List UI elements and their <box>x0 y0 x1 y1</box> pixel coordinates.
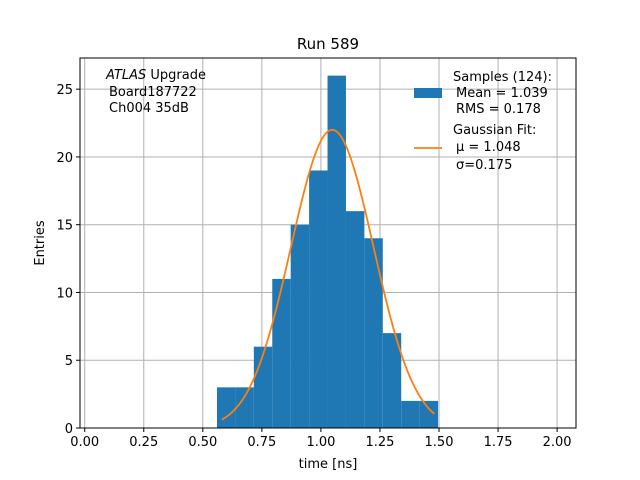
histogram-bar-3 <box>272 278 291 428</box>
annotation-channel: Ch004 35dB <box>109 101 189 116</box>
histogram-bar-9 <box>382 333 402 428</box>
x-axis-label: time [ns] <box>299 457 358 472</box>
x-tick-label-2: 0.50 <box>188 435 217 450</box>
histogram-bar-2 <box>253 346 273 428</box>
histogram-bar-6 <box>327 75 346 428</box>
legend-fit-mu: μ = 1.048 <box>456 140 521 155</box>
y-tick-label-2: 10 <box>56 286 73 301</box>
annotation-board: Board187722 <box>109 85 197 100</box>
legend-samples-rms: RMS = 0.178 <box>456 102 541 117</box>
histogram-bar-0 <box>216 387 236 428</box>
plot-frame <box>79 57 577 429</box>
annotation-line-1: ATLAS Upgrade <box>105 68 206 83</box>
legend-samples-swatch <box>414 88 442 98</box>
x-tick-label-4: 1.00 <box>306 435 335 450</box>
annotation-atlas: ATLAS <box>105 68 146 83</box>
x-tick-label-5: 1.25 <box>365 435 394 450</box>
x-tick-label-6: 1.50 <box>425 435 454 450</box>
histogram-bar-10 <box>401 400 420 428</box>
legend-samples-label: Samples (124): <box>453 70 552 85</box>
gaussian-fit-curve <box>221 128 435 421</box>
x-tick-label-1: 0.25 <box>129 435 158 450</box>
x-tick-label-8: 2.00 <box>543 435 572 450</box>
y-tick-label-1: 5 <box>65 354 73 369</box>
histogram-bar-7 <box>345 211 365 428</box>
y-axis-ticks: 0 5 10 15 20 25 <box>56 83 80 437</box>
histogram-bar-1 <box>235 387 254 428</box>
y-tick-label-0: 0 <box>65 422 73 437</box>
y-axis-label: Entries <box>33 220 48 266</box>
legend-fit-label: Gaussian Fit: <box>453 123 536 138</box>
legend-fit-sigma: σ=0.175 <box>456 158 512 173</box>
histogram-bar-8 <box>364 238 383 428</box>
legend: Samples (124): Mean = 1.039 RMS = 0.178 … <box>414 70 552 173</box>
y-tick-label-3: 15 <box>56 219 73 234</box>
atlas-annotation: ATLAS Upgrade Board187722 Ch004 35dB <box>105 68 206 116</box>
y-tick-label-5: 25 <box>56 83 73 98</box>
legend-samples-mean: Mean = 1.039 <box>456 86 548 101</box>
histogram-bar-11 <box>419 400 439 428</box>
annotation-upgrade: Upgrade <box>146 68 206 83</box>
y-tick-label-4: 20 <box>56 151 73 166</box>
x-tick-label-7: 1.75 <box>484 435 513 450</box>
histogram-bar-4 <box>290 224 310 428</box>
x-axis-ticks: 0.00 0.25 0.50 0.75 1.00 1.25 1.50 1.75 2.00 <box>70 428 572 450</box>
chart-title: Run 589 <box>297 35 359 53</box>
histogram-bar-5 <box>309 170 328 428</box>
x-tick-label-0: 0.00 <box>70 435 99 450</box>
histogram-bars <box>216 75 439 428</box>
x-tick-label-3: 0.75 <box>247 435 276 450</box>
